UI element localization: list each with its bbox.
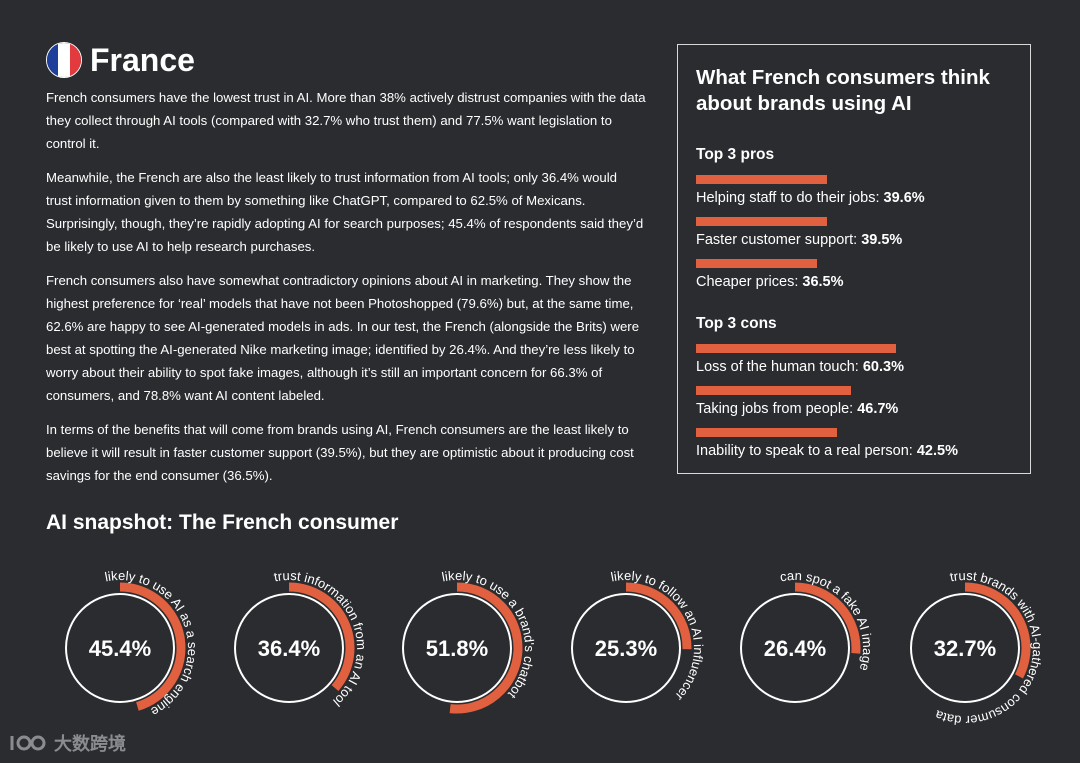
gauge-4: 25.3%likely to follow an AI influencer: [571, 568, 706, 704]
pro-value: 39.6%: [883, 190, 925, 206]
con-item-2: Taking jobs from people: 46.7%: [696, 386, 1016, 418]
flag-white-stripe: [58, 43, 70, 77]
pro-label: Cheaper prices:: [696, 274, 799, 290]
con-item-3: Inability to speak to a real person: 42.…: [696, 428, 1016, 460]
gauge-label: likely to use a brand's chatbot: [441, 568, 537, 702]
gauge-5: 26.4%can spot a fake AI image: [740, 568, 875, 703]
con-value: 42.5%: [916, 443, 958, 459]
con-value: 46.7%: [857, 401, 899, 417]
pros-heading: Top 3 pros: [696, 146, 775, 163]
flag-blue-stripe: [47, 43, 59, 77]
logo-icon: [10, 735, 46, 751]
gauge-ring: [910, 593, 1020, 703]
paragraph-1: French consumers have the lowest trust i…: [46, 90, 646, 151]
gauge-arc: [449, 582, 523, 714]
article-body: French consumers have the lowest trust i…: [46, 86, 646, 498]
con-label: Loss of the human touch:: [696, 359, 859, 375]
cons-heading: Top 3 cons: [696, 315, 777, 332]
gauge-arc: [625, 582, 692, 650]
gauge-ring: [65, 593, 175, 703]
page-title: France: [90, 42, 195, 78]
snapshot-title: AI snapshot: The French consumer: [46, 511, 399, 534]
con-bar: [696, 428, 838, 437]
pro-value: 36.5%: [802, 274, 844, 290]
pro-label: Faster customer support:: [696, 232, 858, 248]
gauge-value: 45.4%: [89, 636, 151, 661]
gauge-value: 36.4%: [258, 636, 320, 661]
gauge-2: 36.4%trust information from an AI tool: [234, 568, 369, 710]
pro-value: 39.5%: [861, 232, 903, 248]
pro-bar: [696, 259, 818, 268]
gauge-value: 25.3%: [595, 636, 657, 661]
pro-bar: [696, 217, 828, 226]
gauge-arc: [288, 582, 355, 692]
gauge-arc: [119, 582, 186, 711]
gauge-6: 32.7%trust brands with AI-gathered consu…: [910, 568, 1045, 728]
paragraph-3: French consumers also have somewhat cont…: [46, 273, 640, 403]
con-value: 60.3%: [862, 359, 904, 375]
pro-item-1: Helping staff to do their jobs: 39.6%: [696, 175, 1016, 207]
brands-ai-panel: What French consumers think about brands…: [677, 44, 1031, 474]
gauge-ring: [571, 593, 681, 703]
pro-item-3: Cheaper prices: 36.5%: [696, 259, 1016, 291]
pro-item-2: Faster customer support: 39.5%: [696, 217, 1016, 249]
gauge-ring: [740, 593, 850, 703]
gauge-arc: [794, 582, 861, 654]
gauge-value: 32.7%: [934, 636, 996, 661]
con-label: Taking jobs from people:: [696, 401, 854, 417]
paragraph-4: In terms of the benefits that will come …: [46, 422, 634, 483]
paragraph-2: Meanwhile, the French are also the least…: [46, 170, 644, 254]
pro-label: Helping staff to do their jobs:: [696, 190, 880, 206]
panel-title: What French consumers think about brands…: [696, 66, 990, 115]
gauge-value: 51.8%: [426, 636, 488, 661]
con-bar: [696, 386, 852, 395]
pro-bar: [696, 175, 828, 184]
snapshot-gauges: 45.4%likely to use AI as a search engine…: [65, 568, 1045, 728]
flag-red-stripe: [69, 43, 81, 77]
gauge-ring: [234, 593, 344, 703]
gauge-ring: [402, 593, 512, 703]
watermark-text: 大数跨境: [54, 734, 126, 754]
gauge-value: 26.4%: [764, 636, 826, 661]
france-flag-icon: [46, 42, 82, 78]
watermark: 大数跨境: [8, 730, 126, 756]
gauge-3: 51.8%likely to use a brand's chatbot: [402, 568, 537, 714]
con-bar: [696, 344, 897, 353]
con-label: Inability to speak to a real person:: [696, 443, 913, 459]
con-item-1: Loss of the human touch: 60.3%: [696, 344, 1016, 376]
gauge-arc: [964, 582, 1031, 679]
gauge-1: 45.4%likely to use AI as a search engine: [65, 568, 200, 720]
